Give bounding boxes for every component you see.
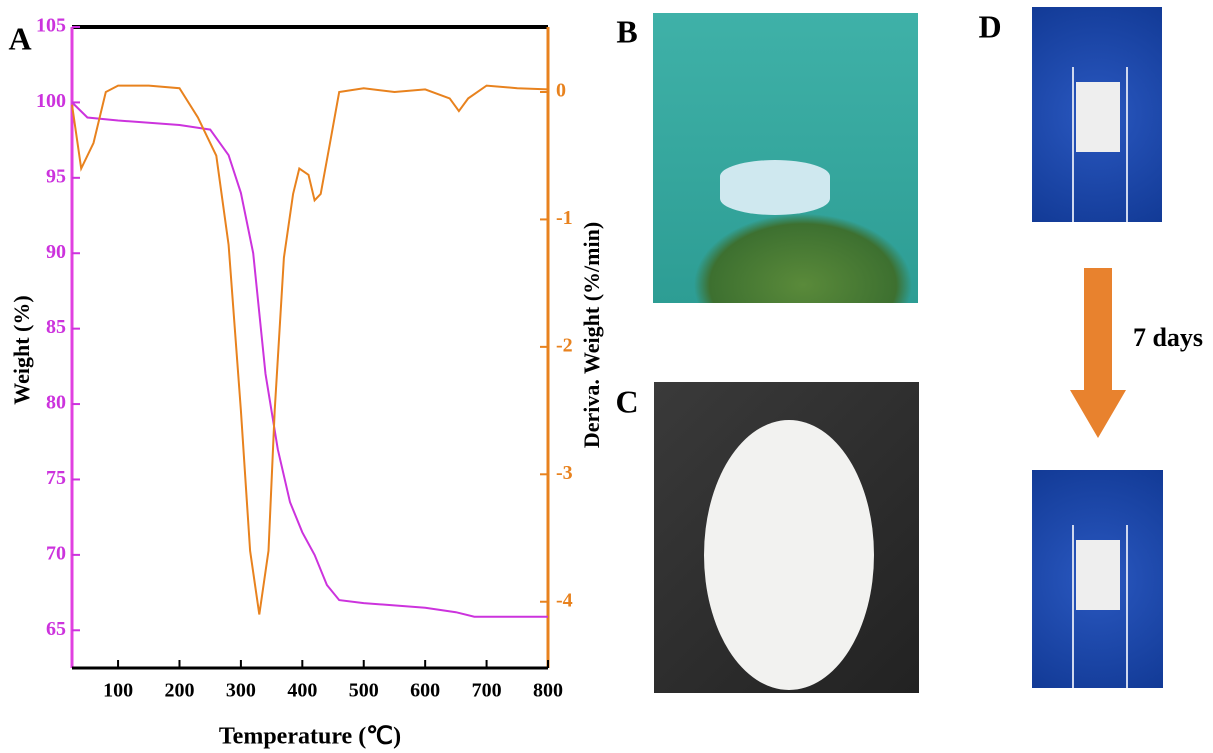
arrow	[1070, 268, 1126, 438]
x-tick-label: 700	[472, 680, 502, 702]
y2-tick-label: -3	[556, 462, 573, 484]
panel-label: A	[8, 20, 31, 56]
y-tick-label: 105	[36, 15, 66, 37]
photo-c	[654, 382, 919, 693]
y-tick-label: 65	[46, 618, 66, 640]
foam-disc	[704, 420, 874, 690]
y2-tick-label: -2	[556, 334, 573, 356]
page: A B C D Temperature (℃) Weight (%) Deriv…	[0, 0, 1213, 753]
y2-tick-label: -1	[556, 207, 573, 229]
y-tick-label: 90	[46, 241, 66, 263]
y2-axis-label: Deriva. Weight (%/min)	[579, 222, 604, 448]
y-axis-label: Weight (%)	[9, 295, 34, 404]
y-tick-label: 70	[46, 542, 66, 564]
y-tick-label: 75	[46, 467, 66, 489]
x-axis-label: Temperature (℃)	[219, 724, 401, 750]
panel-label: B	[616, 13, 637, 49]
foam-disc	[720, 160, 830, 215]
annotation: 7 days	[1133, 323, 1203, 352]
x-tick-label: 200	[164, 680, 194, 702]
x-tick-label: 800	[533, 680, 563, 702]
line	[72, 86, 548, 615]
panel-label: D	[978, 8, 1001, 44]
photo-d-after	[1032, 470, 1163, 688]
y2-tick-label: -4	[556, 589, 573, 611]
x-tick-label: 400	[287, 680, 317, 702]
y-tick-label: 95	[46, 165, 66, 187]
y-tick-label: 100	[36, 90, 66, 112]
x-tick-label: 500	[349, 680, 379, 702]
x-tick-label: 100	[103, 680, 133, 702]
y2-tick-label: 0	[556, 80, 566, 102]
y-tick-label: 85	[46, 316, 66, 338]
photo-d-before	[1032, 7, 1162, 222]
photo-b	[653, 13, 918, 303]
y-tick-label: 80	[46, 392, 66, 414]
plant	[693, 213, 913, 303]
x-tick-label: 300	[226, 680, 256, 702]
panel-label: C	[615, 383, 638, 419]
sample	[1076, 540, 1120, 610]
sample	[1076, 82, 1120, 152]
x-tick-label: 600	[410, 680, 440, 702]
